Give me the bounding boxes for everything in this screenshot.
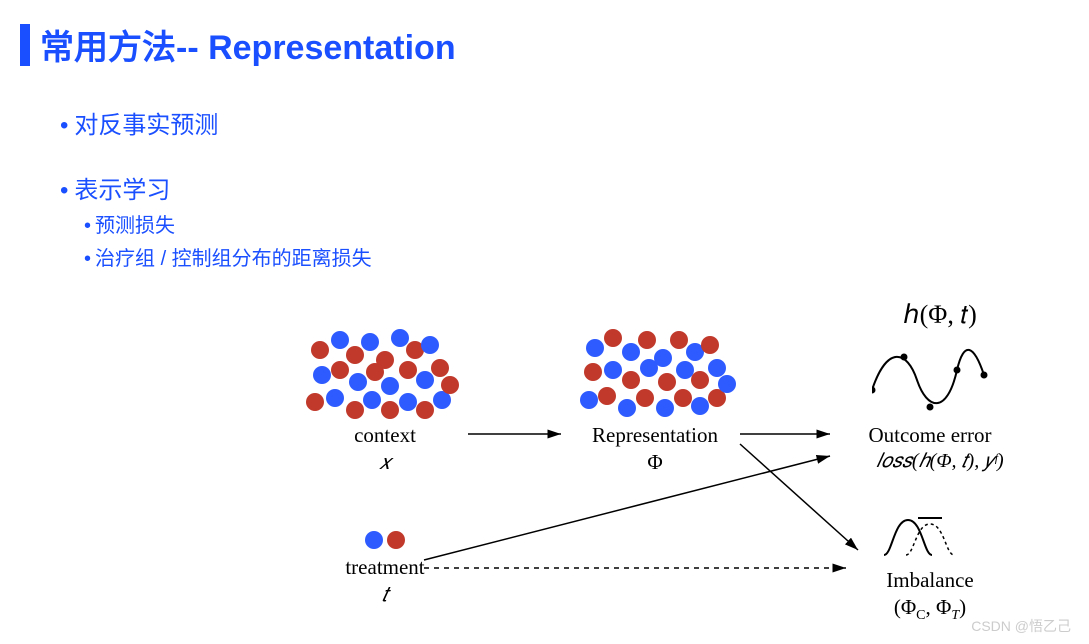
watermark: CSDN @悟乙己 — [971, 616, 1071, 636]
treatment-symbol: 𝑡 — [330, 582, 440, 607]
slide-title-bar: 常用方法-- Representation — [20, 20, 456, 69]
bullet-counterfactual: 对反事实预测 — [60, 105, 372, 140]
h-function-label: ℎ(Φ, 𝑡) — [870, 300, 1010, 331]
h-function-curve — [872, 335, 1002, 425]
context-label: context — [330, 423, 440, 448]
imbalance-label: Imbalance — [860, 568, 1000, 593]
bullet-pred-loss: 预测损失 — [84, 209, 372, 238]
outcome-error-label: Outcome error — [840, 423, 1020, 448]
representation-diagram: context 𝑥 Representation Φ treatment 𝑡 ℎ… — [300, 300, 1070, 640]
treatment-dots — [364, 530, 414, 550]
repr-scatter — [575, 310, 745, 420]
repr-label: Representation — [575, 423, 735, 448]
loss-label: 𝑙𝑜𝑠𝑠(ℎ(Φ, 𝑡), 𝑦ᶠ) — [840, 450, 1040, 473]
bullet-repr-learning: 表示学习 — [60, 170, 372, 205]
bullet-dist-loss: 治疗组 / 控制组分布的距离损失 — [84, 242, 372, 271]
title-accent-marker — [20, 24, 30, 66]
context-symbol: 𝑥 — [330, 450, 440, 475]
slide-title: 常用方法-- Representation — [40, 20, 456, 69]
treatment-label: treatment — [330, 555, 440, 580]
context-scatter — [300, 310, 470, 420]
bullet-list: 对反事实预测 表示学习 预测损失 治疗组 / 控制组分布的距离损失 — [60, 105, 372, 271]
repr-symbol: Φ — [575, 450, 735, 475]
imbalance-dists — [880, 510, 970, 565]
